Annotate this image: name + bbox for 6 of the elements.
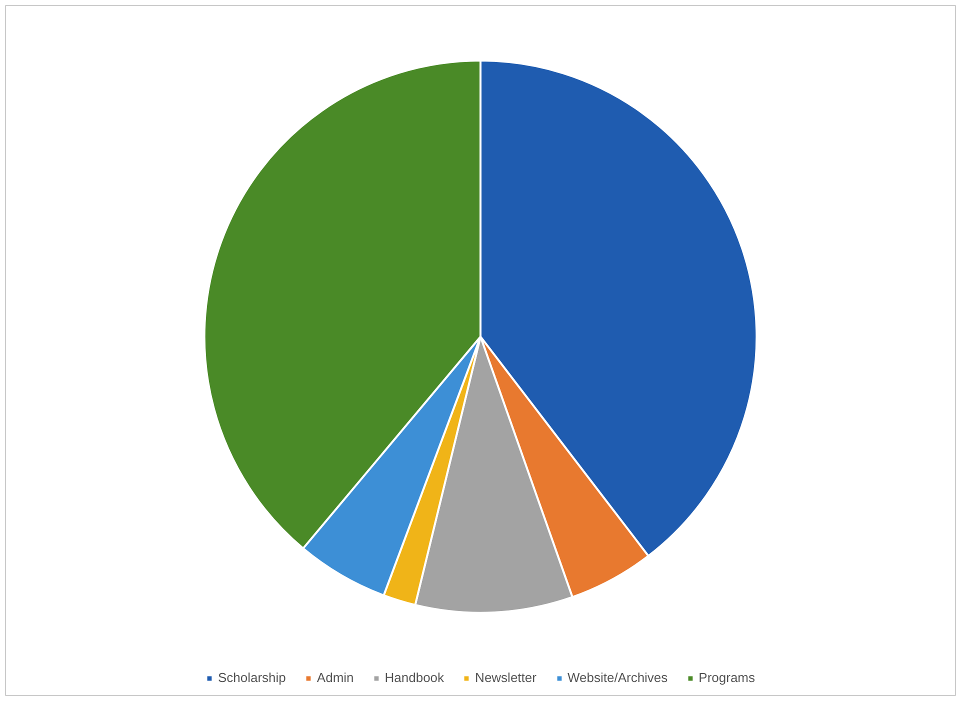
legend-label: Website/Archives <box>567 670 668 685</box>
legend-label: Scholarship <box>218 670 286 685</box>
legend-label: Newsletter <box>475 670 536 685</box>
legend-label: Handbook <box>384 670 444 685</box>
legend-label: Admin <box>316 670 354 685</box>
legend-label: Programs <box>698 670 756 685</box>
